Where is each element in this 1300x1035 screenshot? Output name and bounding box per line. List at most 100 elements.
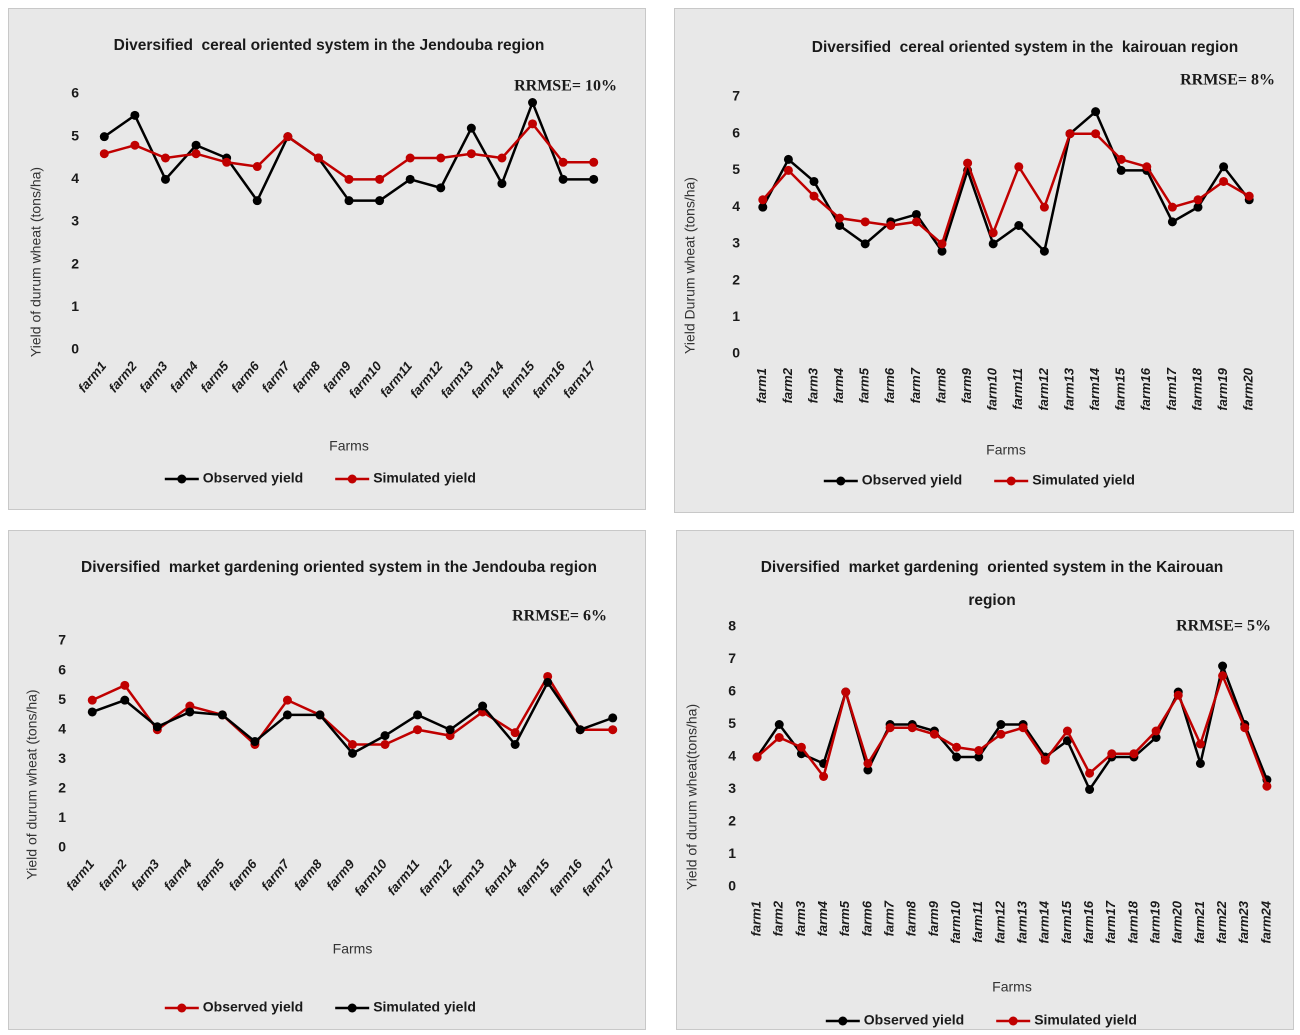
x-tick-label: farm1 [63, 856, 97, 893]
series-line [761, 109, 1251, 254]
data-point [988, 239, 998, 249]
data-point [558, 174, 568, 184]
x-tick-label: farm24 [1258, 900, 1273, 943]
x-tick-label: farm9 [959, 367, 974, 403]
x-tick-label: farm16 [1081, 900, 1096, 943]
data-point [497, 153, 507, 163]
y-tick-label: 3 [71, 213, 79, 229]
x-tick-label: farm10 [985, 367, 1000, 410]
series-line [756, 672, 1269, 787]
x-tick-label: farm12 [992, 900, 1007, 943]
y-tick-label: 7 [732, 88, 740, 104]
data-point [835, 213, 845, 223]
chart-panel: 0 1 2 3 4 5 6 farm1 farm2 farm3 farm4 farm5 farm6 far… [8, 8, 646, 510]
x-tick-label: farm1 [754, 368, 769, 403]
data-point [819, 772, 829, 781]
y-tick-label: 6 [71, 85, 79, 101]
data-point [937, 239, 947, 249]
x-tick-label: farm4 [167, 358, 202, 395]
x-tick-label: farm3 [128, 856, 163, 893]
data-point [510, 728, 520, 738]
data-point [1167, 217, 1177, 227]
data-point [558, 157, 568, 167]
y-tick-label: 5 [58, 691, 66, 707]
chart-panel: 0 1 2 3 4 5 6 7 8 farm1 farm2 farm3 farm4 farm5 farm6 f… [676, 530, 1294, 1030]
data-point [1039, 246, 1049, 256]
data-point [348, 740, 357, 749]
data-point [1040, 755, 1050, 765]
x-tick-label: farm2 [771, 900, 786, 936]
x-tick-label: farm6 [228, 358, 263, 395]
chart: 0 1 2 3 4 5 6 7 8 farm1 farm2 farm3 farm4 farm5 farm6 f… [684, 618, 1274, 1028]
legend-marker [347, 474, 357, 484]
x-tick-label: farm18 [1189, 367, 1204, 410]
legend: Observed yield Simulated yield [164, 470, 476, 486]
data-point [988, 228, 998, 238]
data-point [911, 209, 921, 219]
y-tick-label: 3 [732, 235, 740, 251]
data-point [510, 740, 520, 749]
x-tick-label: farm22 [1214, 900, 1229, 943]
legend: Observed yield Simulated yield [825, 1012, 1137, 1028]
x-tick-label: farm12 [416, 856, 455, 899]
data-point [1195, 739, 1205, 749]
x-tick-label: farm11 [970, 901, 985, 943]
data-point [589, 157, 599, 167]
x-tick-label: farm8 [933, 367, 948, 403]
data-point [130, 110, 140, 120]
x-tick-label: farm13 [1015, 900, 1030, 943]
legend-label: Observed yield [203, 999, 303, 1015]
y-tick-label: 6 [732, 124, 740, 140]
y-tick-label: 1 [58, 809, 66, 825]
x-tick-label: farm13 [1061, 367, 1076, 410]
y-tick-label: 2 [58, 780, 66, 796]
data-point [1129, 749, 1139, 759]
legend-marker [177, 474, 187, 484]
y-tick-label: 5 [71, 127, 79, 143]
x-tick-label: farm10 [346, 358, 385, 401]
data-point [283, 132, 293, 142]
data-point [413, 710, 423, 720]
data-point [835, 221, 845, 230]
x-axis-title: Farms [992, 979, 1032, 995]
x-tick-label: farm14 [1087, 367, 1102, 410]
x-tick-label: farm11 [1010, 368, 1025, 410]
legend-label: Simulated yield [373, 470, 476, 486]
y-tick-label: 1 [71, 298, 79, 314]
y-tick-label: 5 [732, 161, 740, 177]
legend-label: Observed yield [862, 472, 962, 488]
data-point [252, 162, 262, 172]
data-point [863, 759, 873, 768]
chart: 0123456farm1farm2farm3farm4farm5farm6far… [28, 78, 617, 486]
x-tick-label: farm19 [1148, 900, 1163, 943]
x-tick-label: farm23 [1236, 900, 1251, 943]
legend-label: Observed yield [864, 1012, 964, 1028]
x-tick-label: farm1 [749, 901, 764, 936]
x-tick-label: farm17 [560, 358, 599, 401]
legend-label: Simulated yield [1032, 472, 1135, 488]
data-point [344, 196, 354, 206]
data-point [783, 154, 793, 164]
data-point [575, 725, 585, 735]
data-point [1262, 781, 1272, 791]
data-point [1062, 726, 1072, 736]
x-tick-label: farm2 [106, 358, 141, 395]
x-tick-label: farm8 [904, 900, 919, 936]
chart-title: Diversified cereal oriented system in th… [113, 37, 545, 54]
x-tick-label: farm17 [1164, 367, 1179, 410]
x-tick-label: farm10 [351, 856, 390, 899]
x-tick-label: farm5 [193, 856, 228, 893]
data-point [1116, 154, 1126, 164]
y-tick-label: 2 [728, 813, 736, 829]
x-tick-label: farm6 [882, 367, 897, 403]
y-tick-label: 6 [58, 661, 66, 677]
legend-label: Simulated yield [373, 999, 476, 1015]
y-tick-label: 3 [58, 750, 66, 766]
data-point [160, 153, 170, 163]
data-point [796, 742, 806, 752]
data-point [907, 723, 917, 733]
y-tick-label: 1 [732, 308, 740, 324]
legend-marker [1006, 476, 1016, 486]
data-point [1193, 202, 1203, 212]
data-point [222, 157, 232, 167]
